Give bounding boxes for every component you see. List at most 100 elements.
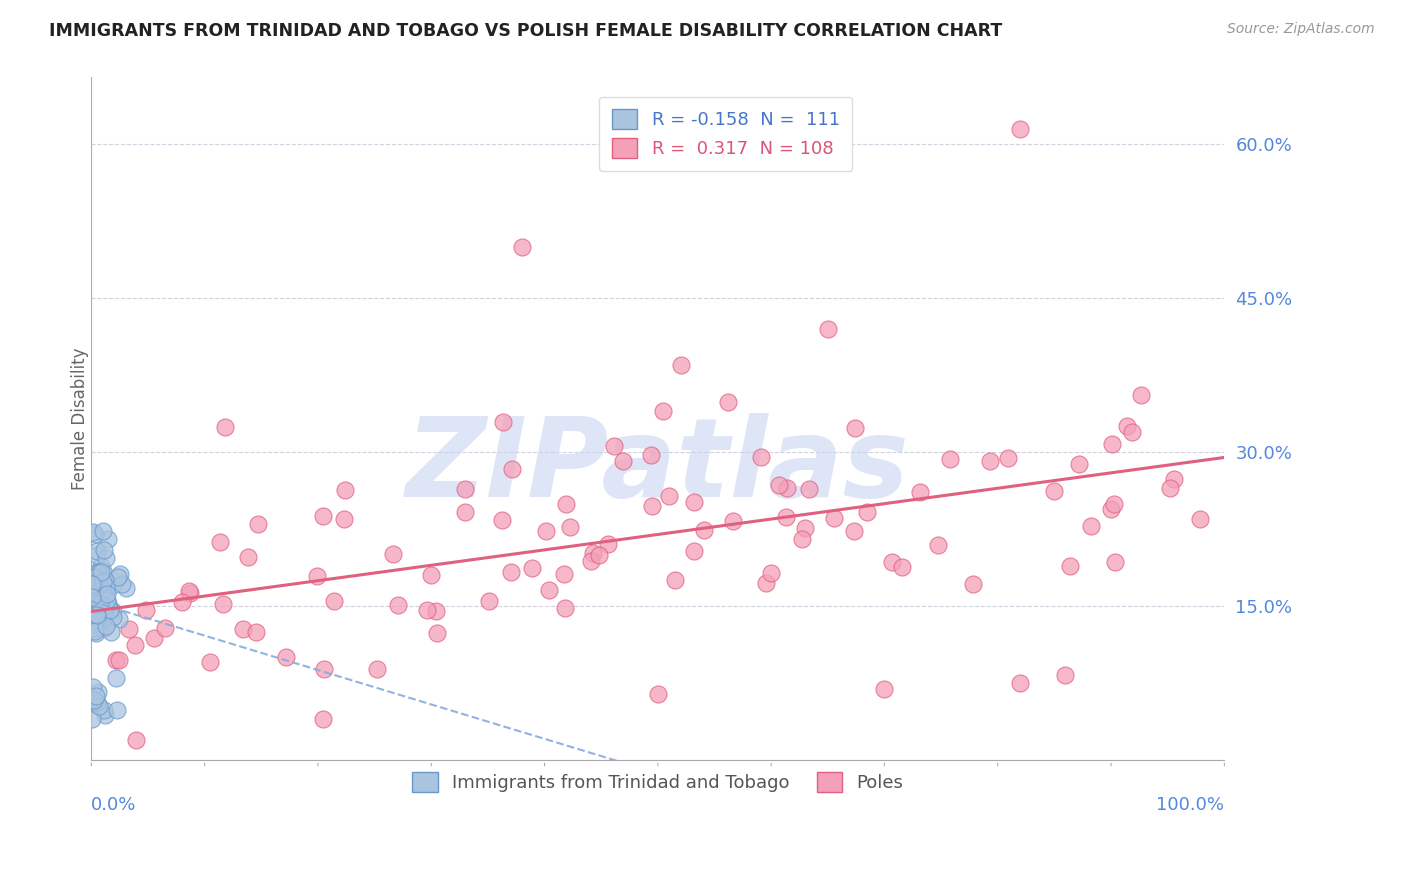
Poles — [1102, 497, 1125, 511]
Poles — [768, 478, 790, 492]
Immigrants from Trinidad and Tobago — [86, 583, 108, 598]
Poles — [794, 521, 817, 535]
Poles — [501, 462, 523, 476]
Immigrants from Trinidad and Tobago — [104, 671, 127, 685]
Poles — [908, 485, 931, 500]
Immigrants from Trinidad and Tobago — [90, 565, 112, 579]
Immigrants from Trinidad and Tobago — [84, 596, 107, 610]
Poles — [538, 582, 561, 597]
Poles — [209, 535, 232, 549]
Poles — [1010, 121, 1032, 136]
Legend: Immigrants from Trinidad and Tobago, Poles: Immigrants from Trinidad and Tobago, Pol… — [405, 764, 911, 799]
Immigrants from Trinidad and Tobago — [90, 585, 112, 599]
Immigrants from Trinidad and Tobago — [98, 603, 121, 617]
Poles — [640, 499, 662, 513]
Immigrants from Trinidad and Tobago — [86, 585, 108, 599]
Poles — [323, 594, 346, 608]
Immigrants from Trinidad and Tobago — [100, 625, 122, 640]
Poles — [664, 573, 686, 587]
Immigrants from Trinidad and Tobago — [101, 578, 124, 592]
Poles — [588, 549, 610, 563]
Poles — [962, 576, 984, 591]
Immigrants from Trinidad and Tobago — [86, 590, 108, 604]
Immigrants from Trinidad and Tobago — [86, 607, 108, 621]
Poles — [844, 524, 866, 539]
Poles — [603, 439, 626, 453]
Poles — [118, 622, 141, 636]
Immigrants from Trinidad and Tobago — [94, 707, 117, 722]
Immigrants from Trinidad and Tobago — [83, 583, 105, 598]
Immigrants from Trinidad and Tobago — [86, 598, 108, 612]
Poles — [997, 450, 1019, 465]
Immigrants from Trinidad and Tobago — [97, 599, 120, 613]
Poles — [1053, 668, 1076, 682]
Poles — [1101, 437, 1123, 451]
Poles — [499, 566, 522, 580]
Immigrants from Trinidad and Tobago — [89, 699, 111, 714]
Poles — [153, 621, 176, 635]
Text: IMMIGRANTS FROM TRINIDAD AND TOBAGO VS POLISH FEMALE DISABILITY CORRELATION CHAR: IMMIGRANTS FROM TRINIDAD AND TOBAGO VS P… — [49, 22, 1002, 40]
Immigrants from Trinidad and Tobago — [94, 619, 117, 633]
Immigrants from Trinidad and Tobago — [83, 573, 105, 587]
Immigrants from Trinidad and Tobago — [82, 592, 104, 607]
Poles — [177, 583, 200, 598]
Text: ZIPatlas: ZIPatlas — [406, 413, 910, 520]
Poles — [891, 560, 914, 574]
Poles — [333, 483, 356, 497]
Immigrants from Trinidad and Tobago — [84, 607, 107, 621]
Immigrants from Trinidad and Tobago — [84, 606, 107, 620]
Poles — [366, 661, 388, 675]
Immigrants from Trinidad and Tobago — [83, 624, 105, 638]
Immigrants from Trinidad and Tobago — [82, 680, 104, 694]
Poles — [554, 601, 576, 615]
Poles — [1159, 481, 1181, 495]
Poles — [693, 523, 716, 537]
Poles — [420, 568, 443, 582]
Poles — [276, 650, 298, 665]
Poles — [979, 454, 1001, 468]
Poles — [491, 512, 513, 526]
Immigrants from Trinidad and Tobago — [91, 524, 114, 539]
Poles — [93, 621, 115, 635]
Immigrants from Trinidad and Tobago — [82, 584, 104, 599]
Poles — [1099, 501, 1122, 516]
Immigrants from Trinidad and Tobago — [87, 606, 110, 620]
Immigrants from Trinidad and Tobago — [108, 567, 131, 582]
Immigrants from Trinidad and Tobago — [84, 593, 107, 607]
Poles — [554, 497, 576, 511]
Poles — [454, 482, 477, 496]
Poles — [658, 489, 681, 503]
Poles — [823, 511, 845, 525]
Poles — [307, 569, 329, 583]
Immigrants from Trinidad and Tobago — [105, 703, 128, 717]
Poles — [682, 544, 704, 558]
Poles — [553, 567, 575, 582]
Poles — [135, 603, 157, 617]
Immigrants from Trinidad and Tobago — [107, 570, 129, 584]
Immigrants from Trinidad and Tobago — [87, 564, 110, 578]
Poles — [477, 594, 499, 608]
Poles — [143, 631, 166, 645]
Immigrants from Trinidad and Tobago — [90, 617, 112, 632]
Text: Source: ZipAtlas.com: Source: ZipAtlas.com — [1227, 22, 1375, 37]
Poles — [1189, 512, 1212, 526]
Immigrants from Trinidad and Tobago — [86, 695, 108, 709]
Poles — [312, 662, 335, 676]
Immigrants from Trinidad and Tobago — [93, 605, 115, 619]
Immigrants from Trinidad and Tobago — [82, 591, 104, 606]
Immigrants from Trinidad and Tobago — [94, 573, 117, 587]
Immigrants from Trinidad and Tobago — [86, 573, 108, 587]
Immigrants from Trinidad and Tobago — [86, 548, 108, 562]
Poles — [596, 537, 619, 551]
Poles — [232, 622, 254, 636]
Immigrants from Trinidad and Tobago — [111, 576, 134, 591]
Immigrants from Trinidad and Tobago — [82, 593, 104, 607]
Poles — [873, 681, 896, 696]
Immigrants from Trinidad and Tobago — [86, 544, 108, 558]
Poles — [1043, 484, 1066, 499]
Poles — [579, 554, 602, 568]
Poles — [775, 509, 797, 524]
Immigrants from Trinidad and Tobago — [84, 574, 107, 588]
Immigrants from Trinidad and Tobago — [101, 610, 124, 624]
Poles — [749, 450, 772, 464]
